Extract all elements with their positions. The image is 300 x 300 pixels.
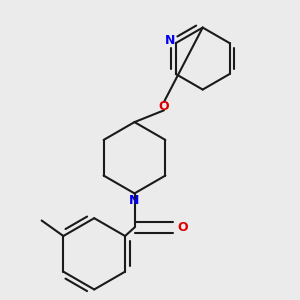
Text: O: O <box>159 100 169 113</box>
Text: N: N <box>129 194 140 207</box>
Text: N: N <box>165 34 175 47</box>
Text: O: O <box>177 221 188 234</box>
